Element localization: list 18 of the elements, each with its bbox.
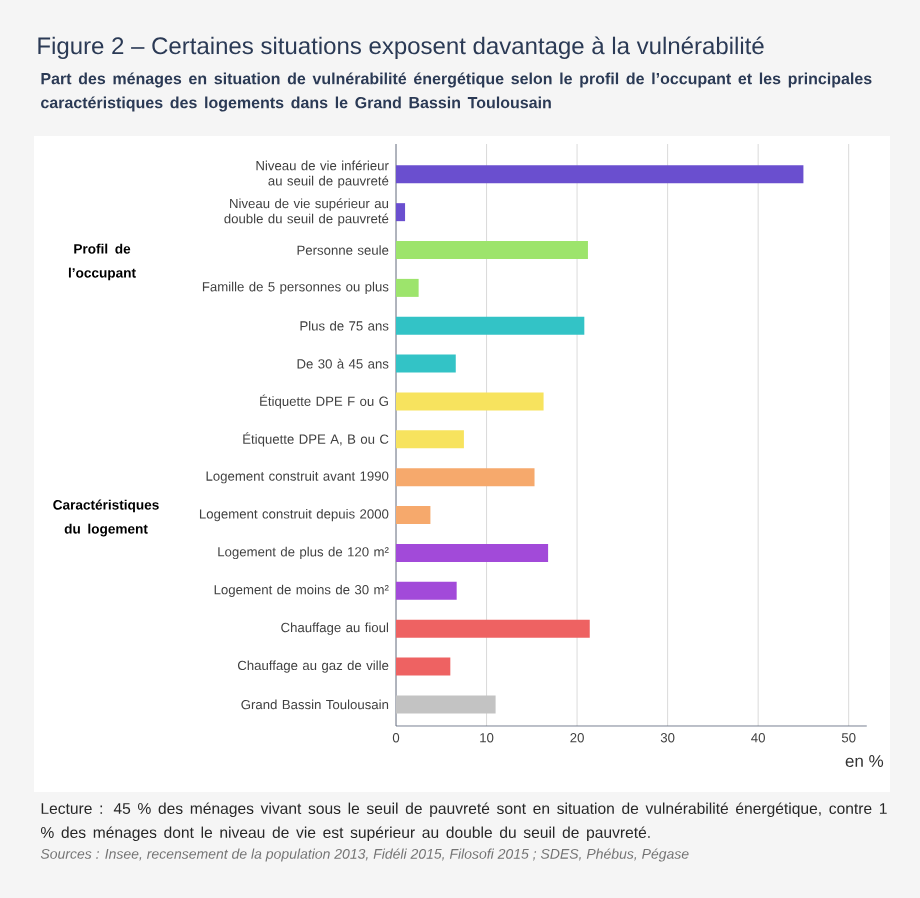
bar bbox=[396, 657, 451, 676]
bar bbox=[396, 165, 804, 184]
bar bbox=[396, 543, 549, 562]
bar bbox=[396, 468, 535, 487]
bar bbox=[396, 392, 544, 411]
bar bbox=[396, 316, 585, 335]
bar bbox=[396, 506, 431, 525]
bar bbox=[396, 581, 457, 600]
bar bbox=[396, 203, 406, 222]
bar bbox=[396, 695, 496, 714]
bar bbox=[396, 619, 590, 638]
bar bbox=[396, 354, 456, 373]
x-axis-title: en % bbox=[845, 755, 884, 768]
chart-title: Figure 2 – Certaines situations exposent davantage à la vulnérabilité bbox=[38, 36, 764, 60]
bar bbox=[396, 430, 464, 449]
bar bbox=[396, 278, 419, 297]
bar bbox=[396, 241, 588, 260]
chart-subtitle: Part des ménages en situation de vulnérabilité énergétique selon le profil de l’occupant et les principales caractéristiques des logements dans le Grand Bassin Toulousain bbox=[41, 72, 872, 112]
